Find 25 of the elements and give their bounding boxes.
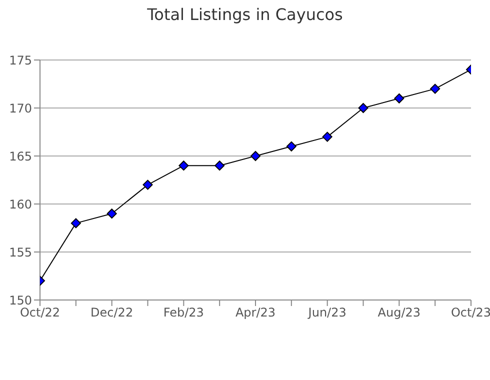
x-tick-label: Oct/22	[20, 306, 60, 320]
x-tick-label: Dec/22	[90, 306, 134, 320]
x-tick-label: Apr/23	[235, 306, 276, 320]
y-tick-label: 155	[9, 245, 32, 260]
point	[178, 160, 189, 171]
point	[286, 141, 296, 152]
point	[142, 180, 153, 190]
point	[394, 93, 404, 104]
point	[214, 160, 225, 171]
y-tick-label: 160	[9, 197, 32, 212]
y-tick-label: 150	[9, 293, 32, 308]
point	[70, 218, 81, 228]
chart-title: Total Listings in Cayucos	[146, 5, 344, 24]
point	[322, 132, 332, 142]
point	[430, 84, 440, 94]
point	[250, 151, 260, 161]
x-tick-label: Jun/23	[307, 306, 346, 320]
point	[358, 103, 368, 113]
y-tick-label: 170	[9, 101, 32, 116]
point	[106, 208, 117, 219]
x-tick-label: Aug/23	[378, 306, 421, 320]
y-tick-label: 165	[9, 149, 32, 164]
x-tick-label: Oct/23	[450, 306, 490, 320]
y-tick-label: 175	[9, 53, 32, 68]
x-tick-label: Feb/23	[163, 306, 204, 320]
